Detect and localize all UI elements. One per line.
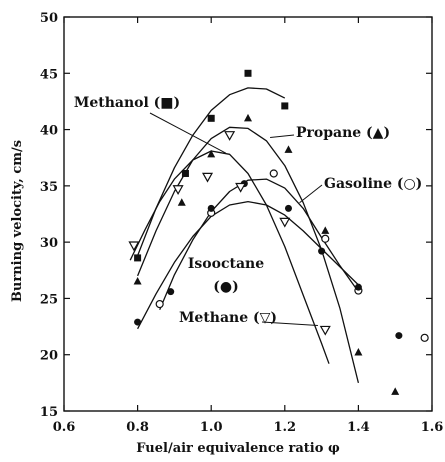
data-point — [395, 332, 403, 340]
annotation-leader-line — [270, 134, 295, 138]
y-tick-label: 45 — [40, 67, 58, 82]
data-point — [319, 325, 331, 336]
annotation-label: Propane (▲) — [296, 125, 390, 141]
data-point — [269, 169, 278, 178]
data-points — [128, 69, 429, 395]
data-point — [128, 241, 140, 252]
annotation-label: Gasoline (○) — [324, 176, 422, 192]
data-point — [420, 333, 429, 342]
annotation-leader-line — [261, 321, 318, 326]
annotation-leaders — [149, 112, 323, 326]
data-point — [321, 226, 330, 234]
data-point — [207, 204, 215, 212]
data-point — [354, 347, 363, 356]
x-tick-label: 1.4 — [347, 420, 370, 435]
y-tick-label: 20 — [40, 349, 58, 364]
data-point — [224, 131, 236, 141]
data-point — [279, 217, 291, 228]
data-point — [172, 185, 184, 195]
data-point — [244, 69, 252, 77]
data-point — [133, 277, 142, 285]
fit-curve — [136, 87, 286, 256]
data-point — [354, 283, 362, 291]
x-tick-label: 1.6 — [421, 420, 444, 435]
y-tick-label: 25 — [40, 292, 58, 307]
data-point — [207, 114, 215, 122]
annotation-label: Methanol (■) — [74, 95, 180, 111]
data-point — [284, 145, 293, 153]
y-tick-label: 35 — [40, 180, 58, 195]
y-axis-title: Burning velocity, cm/s — [10, 140, 25, 302]
data-point — [235, 182, 247, 193]
y-tick-label: 30 — [40, 236, 58, 251]
x-tick-label: 0.8 — [126, 420, 149, 435]
data-point — [134, 254, 142, 262]
annotation-leader-line — [299, 184, 323, 204]
x-tick-label: 1.2 — [273, 420, 296, 435]
data-point — [244, 113, 252, 122]
data-point — [134, 318, 142, 326]
data-point — [207, 149, 216, 158]
x-axis-title: Fuel/air equivalence ratio φ — [136, 441, 340, 456]
data-point — [181, 169, 189, 177]
data-point — [155, 299, 164, 309]
y-tick-label: 40 — [40, 124, 58, 139]
annotation-leader-line — [149, 112, 227, 154]
data-point — [281, 102, 289, 110]
data-point — [177, 198, 186, 206]
plot-axes: 0.6 0.8 1.0 1.2 1.4 1.6 15 20 25 30 35 40 45 50 — [40, 11, 443, 435]
annotation-label: Isooctane — [188, 256, 264, 272]
data-point — [391, 387, 400, 395]
fit-curve — [129, 150, 330, 364]
x-tick-label: 0.6 — [53, 420, 76, 435]
annotation-label: (●) — [213, 279, 238, 295]
annotation-label: Methane (▽) — [179, 310, 277, 326]
fit-curve — [159, 178, 359, 310]
data-point — [318, 247, 326, 255]
data-point — [284, 204, 292, 212]
data-point — [167, 288, 175, 296]
y-tick-label: 15 — [40, 405, 58, 420]
annotation-labels: Methanol (■) Propane (▲) Gasoline (○) Isooc… — [74, 95, 422, 326]
data-point — [201, 172, 214, 183]
x-tick-label: 1.0 — [200, 420, 223, 435]
plot-frame — [63, 16, 433, 412]
data-point — [321, 234, 330, 243]
y-tick-label: 50 — [40, 11, 58, 26]
